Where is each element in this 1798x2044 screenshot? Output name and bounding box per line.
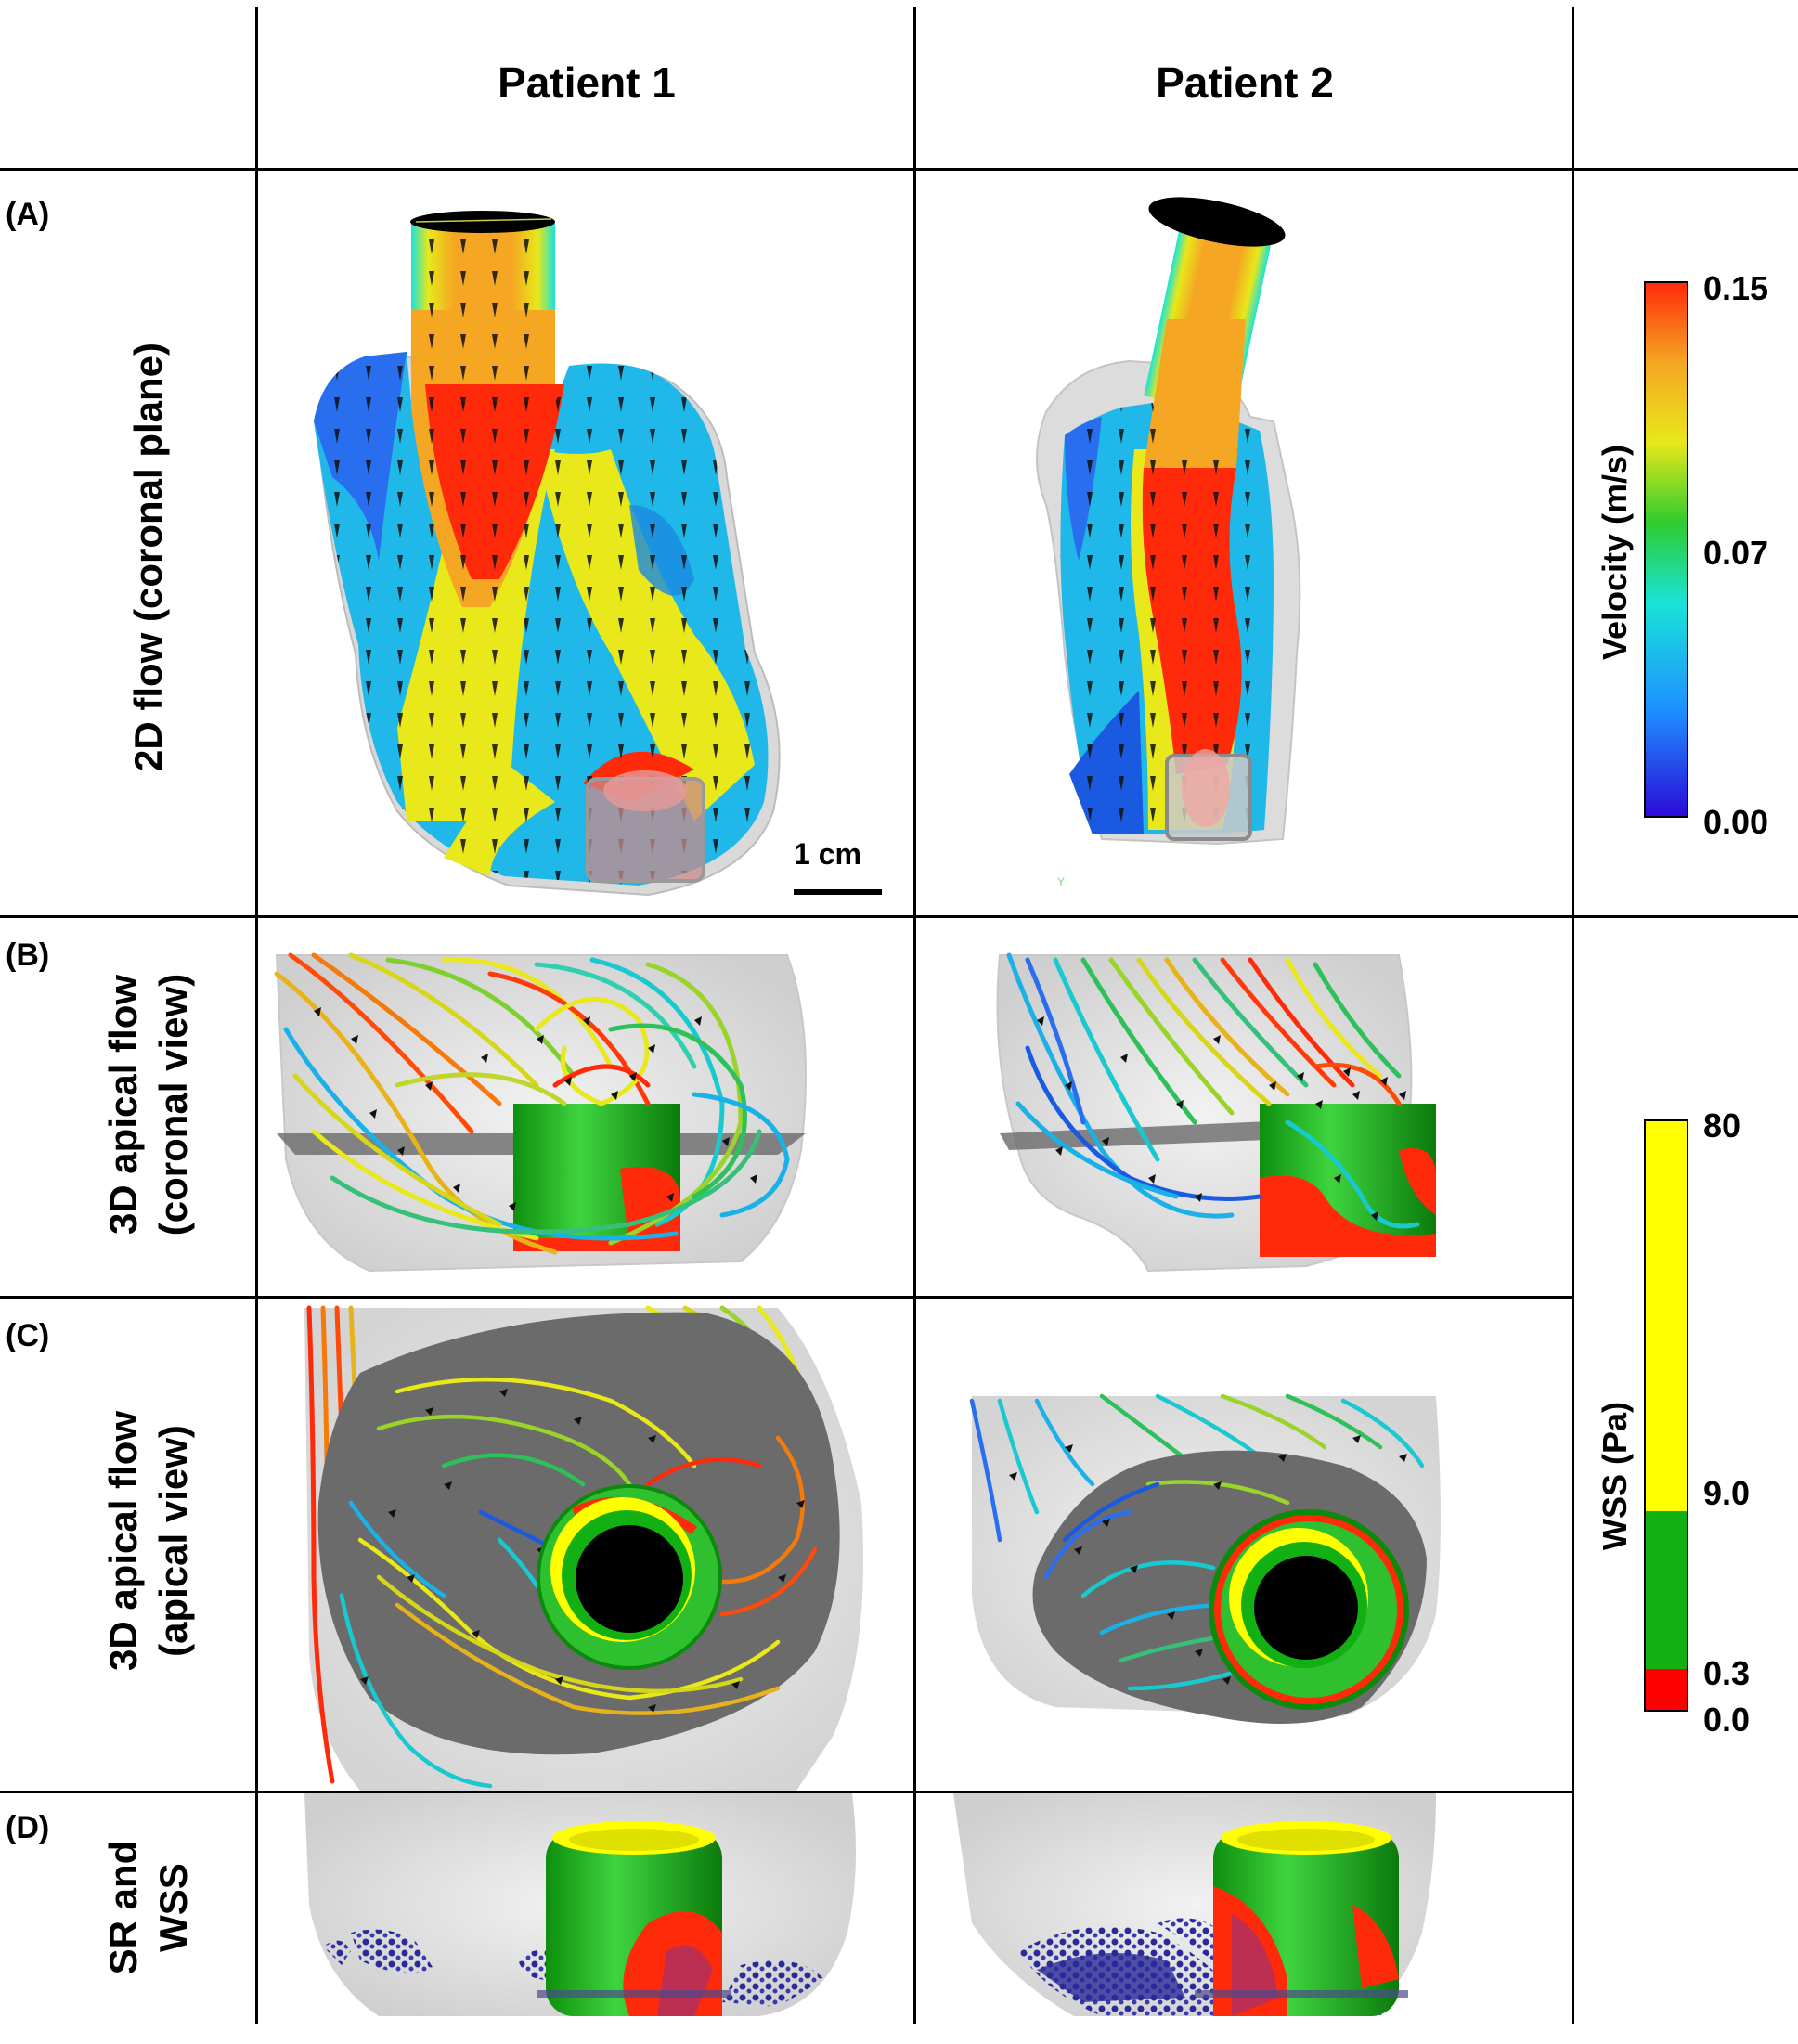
row-letter-d: (D) xyxy=(6,1810,50,1845)
row-title-b-line-1: 3D apical flow xyxy=(101,974,145,1235)
row-title-a-line-1: 2D flow (coronal plane) xyxy=(126,342,170,772)
row-title-c-line-2: (apical view) xyxy=(151,1425,195,1657)
grid-line-left xyxy=(255,7,258,2024)
row-title-d: SR and WSS xyxy=(98,1841,199,1975)
wss-tick-80: 80 xyxy=(1703,1106,1741,1145)
wss-tick-9: 9.0 xyxy=(1703,1474,1751,1512)
panel-c-patient-1 xyxy=(304,1305,863,1791)
grid-line-a xyxy=(0,915,1798,918)
panel-c-patient-2 xyxy=(969,1393,1441,1724)
wss-tick-0-3: 0.3 xyxy=(1703,1654,1751,1692)
row-letter-a: (A) xyxy=(6,197,50,232)
row-letter-b: (B) xyxy=(6,938,50,973)
wss-band-low xyxy=(1645,1669,1688,1711)
row-title-a: 2D flow (coronal plane) xyxy=(123,343,174,771)
grid-line-c xyxy=(0,1791,1573,1793)
grid-line-right xyxy=(1572,7,1574,2024)
panel-a-patient-1 xyxy=(314,211,882,897)
grid-line-header xyxy=(0,168,1798,171)
velocity-tick-mid: 0.07 xyxy=(1703,534,1769,572)
row-title-b: 3D apical flow (coronal view) xyxy=(98,974,199,1235)
wss-band-high xyxy=(1645,1120,1688,1511)
row-title-d-line-2: WSS xyxy=(151,1863,195,1952)
row-title-c-line-1: 3D apical flow xyxy=(101,1410,145,1672)
grid-line-mid xyxy=(913,7,916,2024)
row-title-c: 3D apical flow (apical view) xyxy=(98,1411,199,1671)
scale-bar-label: 1 cm xyxy=(794,837,861,871)
grid-line-b xyxy=(0,1296,1573,1299)
velocity-tick-min: 0.00 xyxy=(1703,803,1769,841)
wss-colorbar-bands xyxy=(1644,1119,1688,1712)
panel-d-patient-1 xyxy=(304,1793,856,2016)
velocity-colorbar-title: Velocity (m/s) xyxy=(1596,444,1634,661)
panel-a-patient-2: Y xyxy=(1036,197,1301,888)
column-header-patient-2: Patient 2 xyxy=(1156,58,1334,107)
row-title-b-line-2: (coronal view) xyxy=(151,973,195,1236)
velocity-tick-max: 0.15 xyxy=(1703,269,1769,307)
column-header-patient-1: Patient 1 xyxy=(498,58,676,107)
panel-b-patient-1 xyxy=(274,952,807,1273)
axis-mark-label: Y xyxy=(1057,875,1065,888)
row-letter-c: (C) xyxy=(6,1318,50,1353)
panel-b-patient-2 xyxy=(996,952,1436,1273)
wss-band-mid xyxy=(1645,1511,1688,1669)
panel-d-patient-2 xyxy=(953,1793,1436,2016)
wss-tick-0: 0.0 xyxy=(1703,1701,1751,1739)
row-title-d-line-1: SR and xyxy=(101,1840,145,1975)
wss-colorbar-title: WSS (Pa) xyxy=(1596,1401,1634,1551)
velocity-colorbar xyxy=(1644,281,1688,818)
